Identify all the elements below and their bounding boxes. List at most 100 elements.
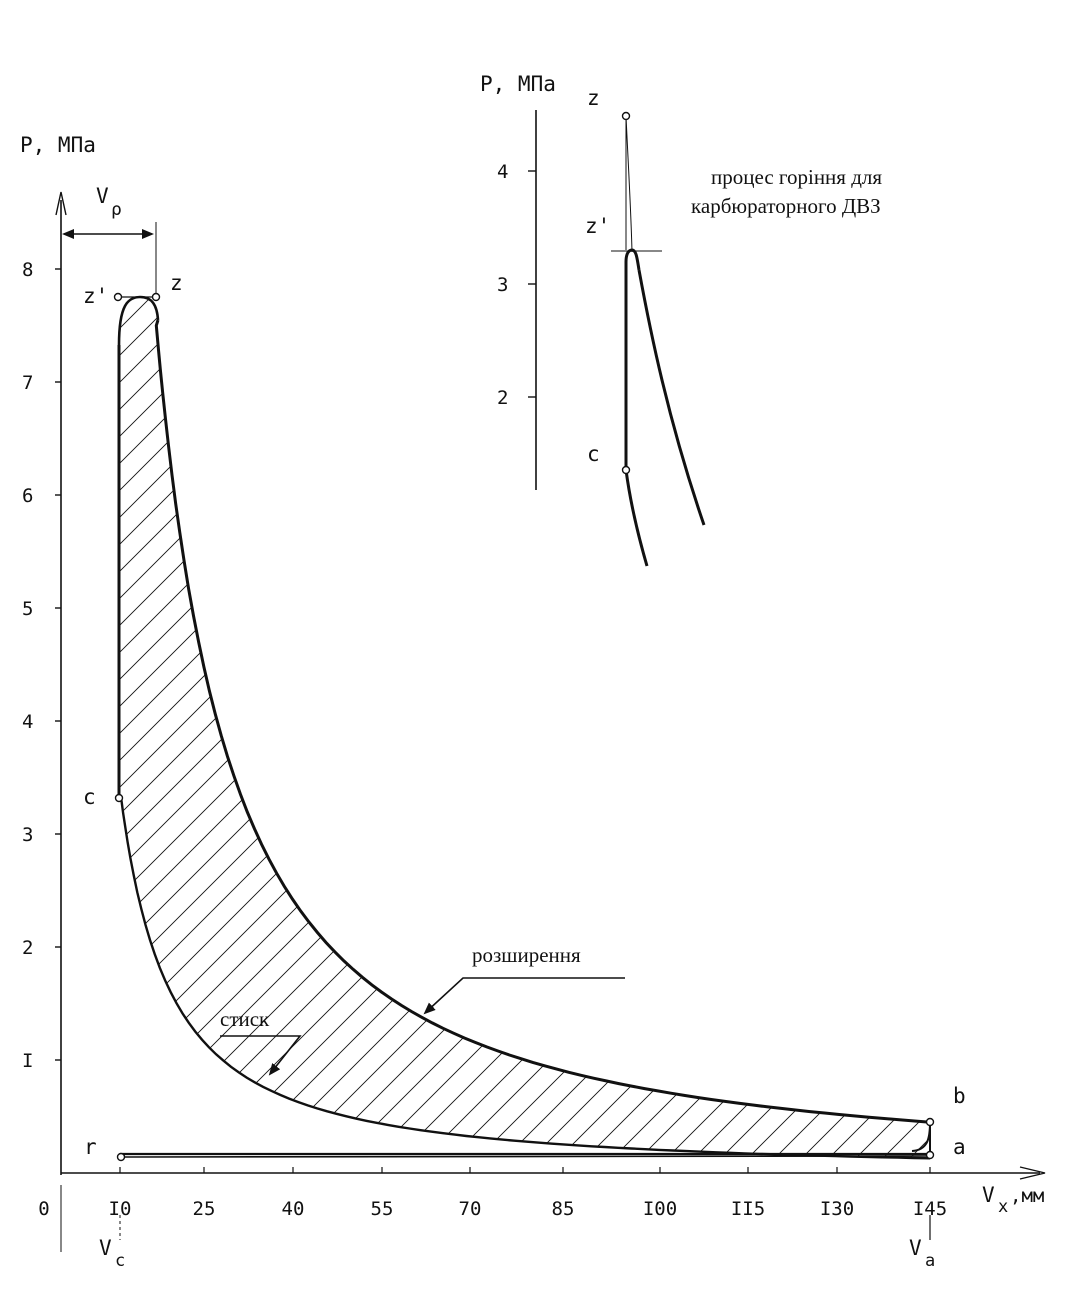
x-tick-label: I45 [913, 1198, 947, 1220]
x-axis-label-sub: x [998, 1197, 1008, 1217]
work-area-hatching [119, 270, 1081, 1170]
hatch-line [119, 297, 692, 1159]
hatch-line [119, 297, 719, 1159]
hatch-line [119, 297, 503, 1159]
x-axis-label-unit: ,мм [1010, 1185, 1044, 1207]
inset-point-c [621, 465, 631, 475]
point-c [114, 793, 124, 803]
intake-line [119, 1155, 931, 1158]
hatch-line [519, 297, 930, 1159]
hatch-line [119, 297, 368, 1159]
inset-caption-line1: процес горіння для [711, 165, 882, 189]
point-a [925, 1150, 935, 1160]
inset-chart: P, МПа 2 3 4 z z' c процес горіння для кар… [480, 72, 882, 567]
hatch-line [600, 297, 930, 1159]
y-tick-label: 6 [22, 485, 33, 507]
hatch-line [762, 297, 930, 1159]
label-b: b [953, 1084, 966, 1108]
x-tick-label: I30 [820, 1198, 854, 1220]
hatch-line [492, 297, 930, 1159]
x-axis-label-main: V [982, 1183, 995, 1207]
vp-label-main: V [96, 184, 109, 208]
annotation-expansion-text: розширення [472, 943, 581, 967]
hatch-line [119, 297, 930, 1159]
inset-point-z [621, 111, 631, 121]
hatch-line [979, 270, 1081, 1170]
inset-expansion [637, 269, 706, 526]
va-label-sub: a [925, 1251, 935, 1271]
label-a: a [953, 1135, 966, 1159]
hatch-line [1060, 270, 1081, 1170]
x-tick-label: 25 [193, 1198, 216, 1220]
hatch-line [897, 297, 930, 1159]
hatch-line [119, 297, 773, 1159]
x-tick-label: I00 [643, 1198, 677, 1220]
hatch-line [119, 297, 611, 1159]
label-z: z [170, 271, 183, 295]
hatch-line [119, 297, 449, 1159]
inset-y-tick-label: 3 [497, 274, 508, 296]
point-r [116, 1152, 126, 1162]
inset-y-axis-label: P, МПа [480, 72, 556, 96]
hatch-line [249, 297, 930, 1159]
hatch-line [119, 297, 557, 1159]
hatch-line [924, 297, 930, 1159]
hatch-line [119, 297, 260, 1159]
label-c: c [83, 785, 96, 809]
hatch-line [735, 297, 930, 1159]
hatch-line [708, 297, 930, 1159]
inset-isochore [624, 248, 641, 470]
inset-y-tick-label: 4 [497, 161, 508, 183]
hatch-line [119, 297, 930, 1159]
y-tick-label: 7 [22, 372, 33, 394]
hatch-line [384, 297, 930, 1159]
x-tick-label: 55 [371, 1198, 394, 1220]
y-axis-arrow [55, 191, 67, 216]
hatch-line [119, 297, 854, 1159]
inset-z-to-zprime [625, 115, 633, 253]
x-tick-label: 85 [552, 1198, 575, 1220]
y-axis-label: P, МПа [20, 133, 96, 157]
y-tick-label: 4 [22, 711, 33, 733]
point-z [151, 292, 161, 302]
vc-label-main: V [99, 1236, 112, 1260]
hatch-line [119, 297, 881, 1159]
label-z-prime: z' [83, 284, 108, 308]
va-label: V a [909, 1236, 935, 1271]
inset-compression [624, 469, 649, 567]
vc-label-sub: c [115, 1251, 125, 1271]
hatch-line [119, 297, 746, 1159]
hatch-line [465, 297, 930, 1159]
hatch-line [119, 297, 341, 1159]
x-tick-label: 70 [459, 1198, 482, 1220]
inset-y-tick-label: 2 [497, 387, 508, 409]
hatch-line [195, 297, 930, 1159]
annotation-compression: стиск [220, 1007, 302, 1076]
annotation-compression-text: стиск [220, 1007, 270, 1031]
hatch-line [654, 297, 930, 1159]
hatch-line [119, 297, 665, 1159]
hatch-line [357, 297, 930, 1159]
expansion-curve [154, 319, 931, 1124]
hatch-line [573, 297, 930, 1159]
hatch-line [411, 297, 930, 1159]
vp-label-sub: ρ [111, 199, 122, 220]
hatch-line [276, 297, 930, 1159]
inset-label-c: c [587, 442, 600, 466]
hatch-line [816, 297, 930, 1159]
hatch-line [141, 297, 930, 1159]
hatch-line [119, 297, 584, 1159]
hatch-line [870, 297, 930, 1159]
hatch-line [681, 297, 930, 1159]
hatch-line [119, 297, 476, 1159]
x-axis-label: V x ,мм [982, 1183, 1044, 1217]
compression-curve [119, 796, 931, 1160]
inset-label-z: z [587, 86, 600, 110]
y-tick-label: 5 [22, 598, 33, 620]
inset-y-ticks: 2 3 4 [497, 161, 536, 409]
hatch-line [119, 297, 930, 1159]
label-r: r [84, 1135, 97, 1159]
y-tick-label: 3 [22, 824, 33, 846]
hatch-line [119, 297, 287, 1159]
